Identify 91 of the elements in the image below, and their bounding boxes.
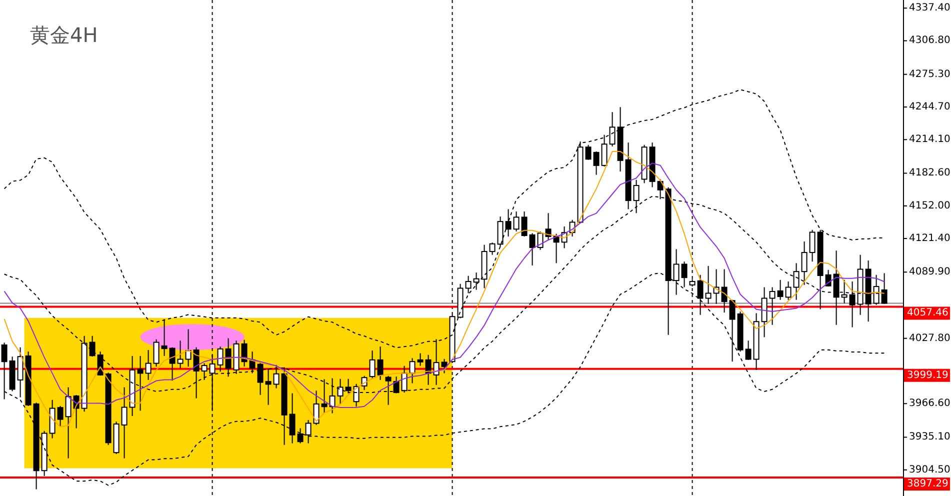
y-tick-label: 4337.40 [909,2,950,14]
candlestick [633,179,640,214]
candlestick [473,272,480,290]
y-tick-label: 3904.50 [909,464,950,476]
candlestick [841,279,848,304]
candlestick [497,216,504,248]
candlestick [593,150,600,176]
ref-line-label: 3897.29 [907,478,948,490]
candlestick [257,362,264,396]
candlestick [777,279,784,300]
candlestick [137,355,144,412]
candlestick [185,328,192,368]
candlestick [145,349,152,380]
candlestick [505,208,512,237]
candlestick [809,229,816,262]
candlestick [329,378,336,414]
candlestick [793,262,800,300]
candlestick [377,346,384,380]
y-tick-label: 3966.60 [909,398,950,410]
candlestick [369,350,376,379]
candlestick [353,383,360,408]
candlestick [209,354,216,410]
candlestick [513,211,520,232]
candlestick [521,211,528,237]
candlestick [217,346,224,372]
candlestick [769,286,776,326]
candlestick [705,265,712,304]
candlestick [721,268,728,314]
text: 黄金4H [30,23,98,47]
candlestick [177,340,184,369]
candlestick [385,375,392,406]
y-tick-label: 3935.10 [909,432,950,443]
candlestick [881,272,888,304]
y-tick-label: 4152.00 [909,200,950,212]
candlestick [1,342,8,400]
ref-line-label: 4057.46 [907,308,948,319]
candlestick [153,338,160,368]
candlestick [305,419,312,444]
candlestick [361,375,368,390]
candlestick [417,352,424,366]
candlestick [121,386,128,459]
candlestick [729,299,736,362]
candlestick [537,230,544,250]
candlestick [849,280,856,328]
candlestick [761,286,768,338]
candlestick [529,232,536,266]
candlestick [745,340,752,360]
candlestick [225,338,232,378]
candlestick [161,318,168,356]
candlestick [833,250,840,326]
candlestick [489,242,496,256]
candlestick [609,112,616,147]
candlestick [601,134,608,168]
candlestick [201,362,208,380]
candlestick [697,274,704,316]
candlestick [297,428,304,444]
candlestick [785,280,792,300]
candlestick [313,390,320,426]
candlestick [433,338,440,386]
candlestick [673,248,680,296]
candlestick [89,335,96,358]
candlestick [801,240,808,286]
candlestick [265,368,272,406]
y-tick-label: 4244.70 [909,101,950,112]
candlestick [441,358,448,374]
y-tick-label: 4275.30 [909,68,950,80]
candlestick [273,364,280,389]
candlestick [873,274,880,306]
y-tick-label: 4214.10 [909,134,950,146]
candlestick [17,346,24,398]
y-tick-label: 4121.40 [909,233,950,244]
y-tick-label: 4089.90 [909,266,950,278]
candlestick [681,261,688,288]
candlestick [241,339,248,368]
candlestick [585,144,592,160]
candlestick [337,378,344,404]
candlestick [545,212,552,240]
candlestick [65,386,72,459]
candlestick [345,378,352,394]
y-tick-label: 4027.80 [909,332,950,344]
candlestick [409,358,416,384]
candlestick [193,346,200,399]
y-tick-label: 4182.60 [909,168,950,179]
y-tick-label: 4306.80 [909,35,950,46]
candlestick [169,346,176,382]
candlestick [289,392,296,444]
candlestick [657,178,664,200]
candlestick [321,378,328,414]
candlestick [57,405,64,428]
ref-line-label: 3999.19 [907,370,948,381]
candlestick [465,275,472,294]
